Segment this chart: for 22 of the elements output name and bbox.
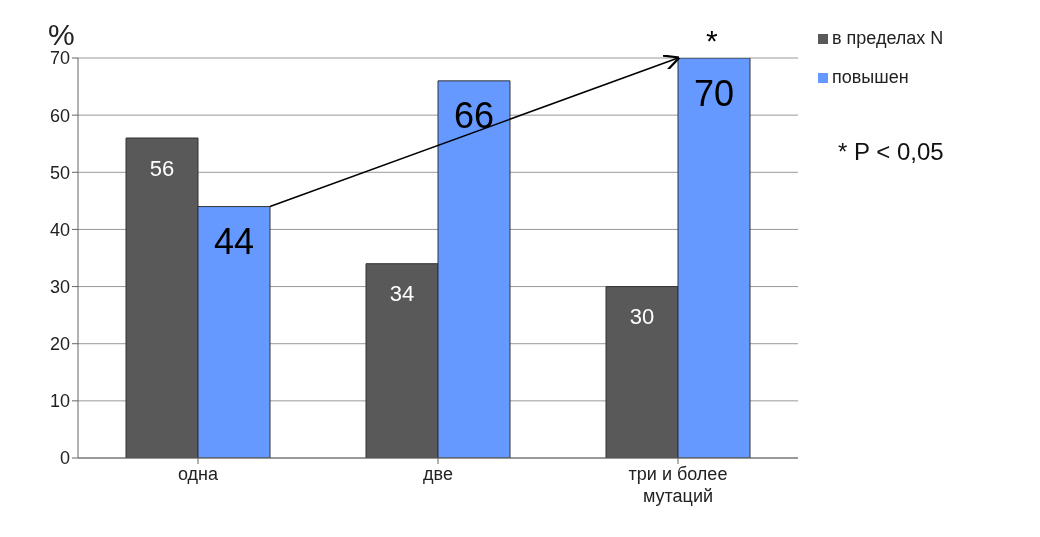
y-tick-label: 70	[49, 48, 70, 69]
data-label: 44	[213, 221, 255, 263]
annotation: *	[706, 24, 718, 58]
x-tick-label: одна	[177, 464, 220, 484]
y-tick-label: 0	[59, 448, 70, 469]
legend-label: повышен	[832, 67, 909, 88]
y-tick-label: 50	[49, 162, 70, 183]
data-label: 70	[693, 72, 735, 114]
data-label: 56	[149, 155, 175, 181]
y-tick-label: 40	[49, 219, 70, 240]
x-tick-label: две	[423, 464, 453, 484]
y-tick-label: 30	[49, 276, 70, 297]
y-axis-title: %	[48, 18, 75, 51]
text: * P < 0,05	[838, 138, 944, 166]
y-tick-label: 20	[49, 334, 70, 355]
data-label: 34	[389, 281, 415, 307]
y-tick-label: 60	[49, 105, 70, 126]
data-label: 30	[629, 304, 655, 330]
y-tick-label: 10	[49, 391, 70, 412]
legend-label: в пределах N	[832, 28, 944, 49]
x-tick-label: три и более мутаций	[628, 464, 728, 506]
data-label: 66	[453, 95, 495, 137]
